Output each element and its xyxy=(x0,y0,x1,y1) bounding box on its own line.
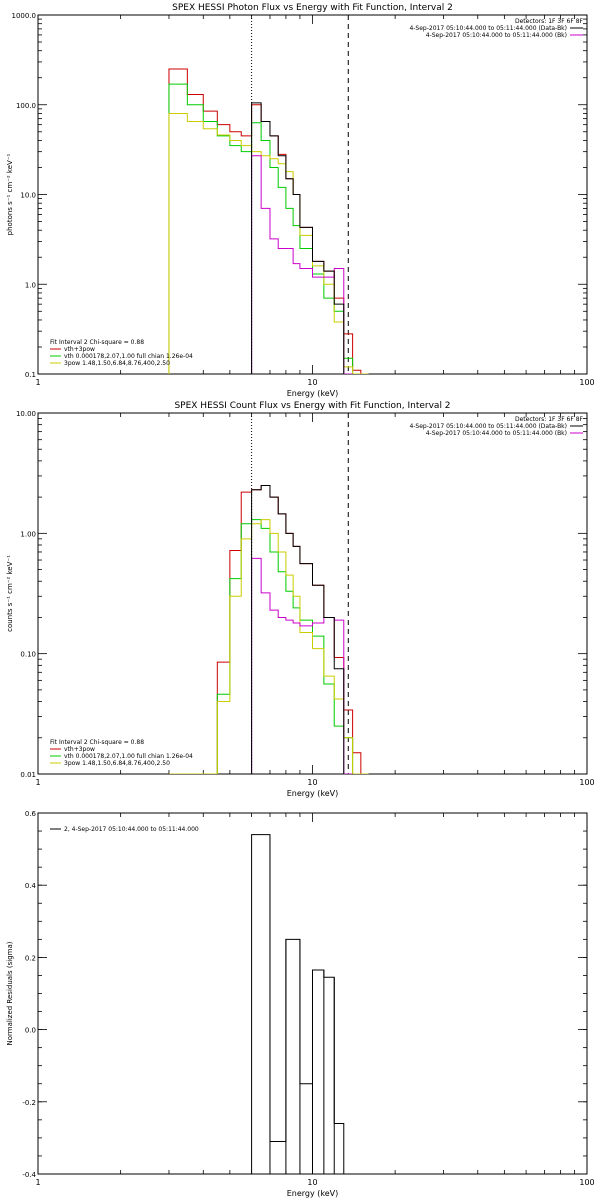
histogram-series-line xyxy=(168,519,369,774)
y-axis: -0.4 -0.2 0.0 0.2 0.4 0.6 Normalized Residuals… xyxy=(6,810,587,1179)
histogram-series-line xyxy=(168,519,369,774)
y-tick-label: -0.4 xyxy=(22,1171,36,1179)
legend-entry: 4-Sep-2017 05:10:44.000 to 05:11:44.000 … xyxy=(409,423,567,430)
legend-entry: 3pow 1.48,1.50,6.84,8.76,400,2.50 xyxy=(64,360,170,367)
series-4 xyxy=(251,557,353,774)
x-tick-label: 1 xyxy=(35,378,40,387)
y-axis-label: Normalized Residuals (sigma) xyxy=(6,941,14,1045)
legend-entry: vth+3pow xyxy=(64,346,95,353)
legend-top-left: 2, 4-Sep-2017 05:10:44.000 to 05:11:44.0… xyxy=(50,826,199,833)
y-tick-label: 0.1 xyxy=(25,371,36,379)
x-tick-label: 10 xyxy=(307,1178,317,1187)
series-5 xyxy=(251,102,345,374)
x-tick-label: 10 xyxy=(307,378,317,387)
x-tick-label: 10 xyxy=(307,778,317,787)
x-axis-label: Energy (keV) xyxy=(287,1189,339,1198)
x-tick-label: 1 xyxy=(35,778,40,787)
legend-entry: 4-Sep-2017 05:10:44.000 to 05:11:44.000 … xyxy=(409,25,567,32)
y-tick-label: 0.01 xyxy=(20,771,36,779)
series-2 xyxy=(168,519,369,774)
plot-area xyxy=(168,15,369,374)
y-tick-label: 1.0 xyxy=(25,281,36,289)
legend-entry: 3pow 1.48,1.50,6.84,8.76,400,2.50 xyxy=(64,760,170,767)
legend-entry: 4-Sep-2017 05:10:44.000 to 05:11:44.000 … xyxy=(426,430,567,437)
x-axis: 1 10 100 Energy (keV) xyxy=(35,15,595,398)
y-tick-label: 10.0 xyxy=(20,192,36,200)
histogram-series-line xyxy=(251,102,345,374)
plot-frame xyxy=(37,412,588,775)
series-1 xyxy=(168,68,369,374)
y-tick-label: -0.2 xyxy=(22,1099,36,1107)
y-tick-label: 0.10 xyxy=(20,651,36,659)
histogram-series-line xyxy=(251,484,345,774)
legend-top-right: Detectors: 1F 3F 6F 8F4-Sep-2017 05:10:4… xyxy=(409,416,583,437)
y-tick-label: 0.0 xyxy=(25,1027,36,1035)
histogram-series-line xyxy=(168,83,369,374)
histogram-series-line xyxy=(251,155,353,374)
series-1 xyxy=(251,834,345,1174)
chart-panel-1: SPEX HESSI Photon Flux vs Energy with Fi… xyxy=(6,3,595,398)
legend-entry: vth 0.000178,2.07,1.00 full chian 1.26e-… xyxy=(64,753,193,760)
legend-top-right: Detectors: 1F 3F 6F 8F4-Sep-2017 05:10:4… xyxy=(409,18,583,39)
histogram-series-line xyxy=(251,557,353,774)
legend-entry: Detectors: 1F 3F 6F 8F xyxy=(515,18,584,25)
y-axis: 0.1 1.0 10.0 100.0 1000.0 photons s⁻¹ cm⁻² ke… xyxy=(6,12,587,379)
legend-entry: vth+3pow xyxy=(64,746,95,753)
histogram-series-line xyxy=(168,112,369,374)
y-axis-label: photons s⁻¹ cm⁻² keV⁻¹ xyxy=(6,153,14,235)
legend-entry: Detectors: 1F 3F 6F 8F xyxy=(515,416,584,423)
fit-interval-label: Fit Interval 2 Chi-square = 0.88 xyxy=(50,739,144,746)
chart-title: SPEX HESSI Photon Flux vs Energy with Fi… xyxy=(172,3,453,13)
y-tick-label: 0.2 xyxy=(25,954,36,962)
plot-frame xyxy=(37,14,588,375)
histogram-series-line xyxy=(168,68,369,374)
x-tick-label: 100 xyxy=(579,1178,594,1187)
chart-panel-3: 1 10 100 Energy (keV) -0.4 -0.2 0.0 0.2 0.4 0.6 No… xyxy=(6,810,595,1198)
x-axis-label: Energy (keV) xyxy=(287,389,339,398)
legend-bottom-left: Fit Interval 2 Chi-square = 0.88vth+3pow… xyxy=(50,739,193,767)
x-tick-label: 1 xyxy=(35,1178,40,1187)
x-axis: 1 10 100 Energy (keV) xyxy=(35,813,595,1198)
plot-area xyxy=(168,413,369,774)
series-4 xyxy=(251,155,353,374)
legend-entry: 4-Sep-2017 05:10:44.000 to 05:11:44.000 … xyxy=(426,32,567,39)
legend-entry: 2, 4-Sep-2017 05:10:44.000 to 05:11:44.0… xyxy=(64,826,199,833)
chart-panel-2: SPEX HESSI Count Flux vs Energy with Fit… xyxy=(6,401,595,798)
series-5 xyxy=(251,484,345,774)
y-axis: 0.01 0.10 1.00 10.00 counts s⁻¹ cm⁻² keV⁻¹ xyxy=(6,410,587,779)
fit-interval-label: Fit Interval 2 Chi-square = 0.88 xyxy=(50,339,144,346)
y-tick-label: 1.00 xyxy=(20,530,36,538)
x-tick-label: 100 xyxy=(579,778,594,787)
x-axis-label: Energy (keV) xyxy=(287,789,339,798)
series-3 xyxy=(168,519,369,774)
x-tick-label: 100 xyxy=(579,378,594,387)
y-tick-label: 100.0 xyxy=(16,102,36,110)
y-tick-label: 0.4 xyxy=(25,882,37,890)
y-tick-label: 0.6 xyxy=(25,810,37,818)
series-3 xyxy=(168,112,369,374)
y-axis-label: counts s⁻¹ cm⁻² keV⁻¹ xyxy=(6,555,14,632)
y-tick-label: 10.00 xyxy=(16,410,36,418)
histogram-series-line xyxy=(251,834,345,1174)
legend-entry: vth 0.000178,2.07,1.00 full chian 1.26e-… xyxy=(64,353,193,360)
chart-title: SPEX HESSI Count Flux vs Energy with Fit… xyxy=(174,401,450,411)
y-tick-label: 1000.0 xyxy=(12,12,37,20)
x-axis: 1 10 100 Energy (keV) xyxy=(35,413,595,798)
legend-bottom-left: Fit Interval 2 Chi-square = 0.88vth+3pow… xyxy=(50,339,193,367)
plot-area xyxy=(251,834,345,1174)
series-2 xyxy=(168,83,369,374)
